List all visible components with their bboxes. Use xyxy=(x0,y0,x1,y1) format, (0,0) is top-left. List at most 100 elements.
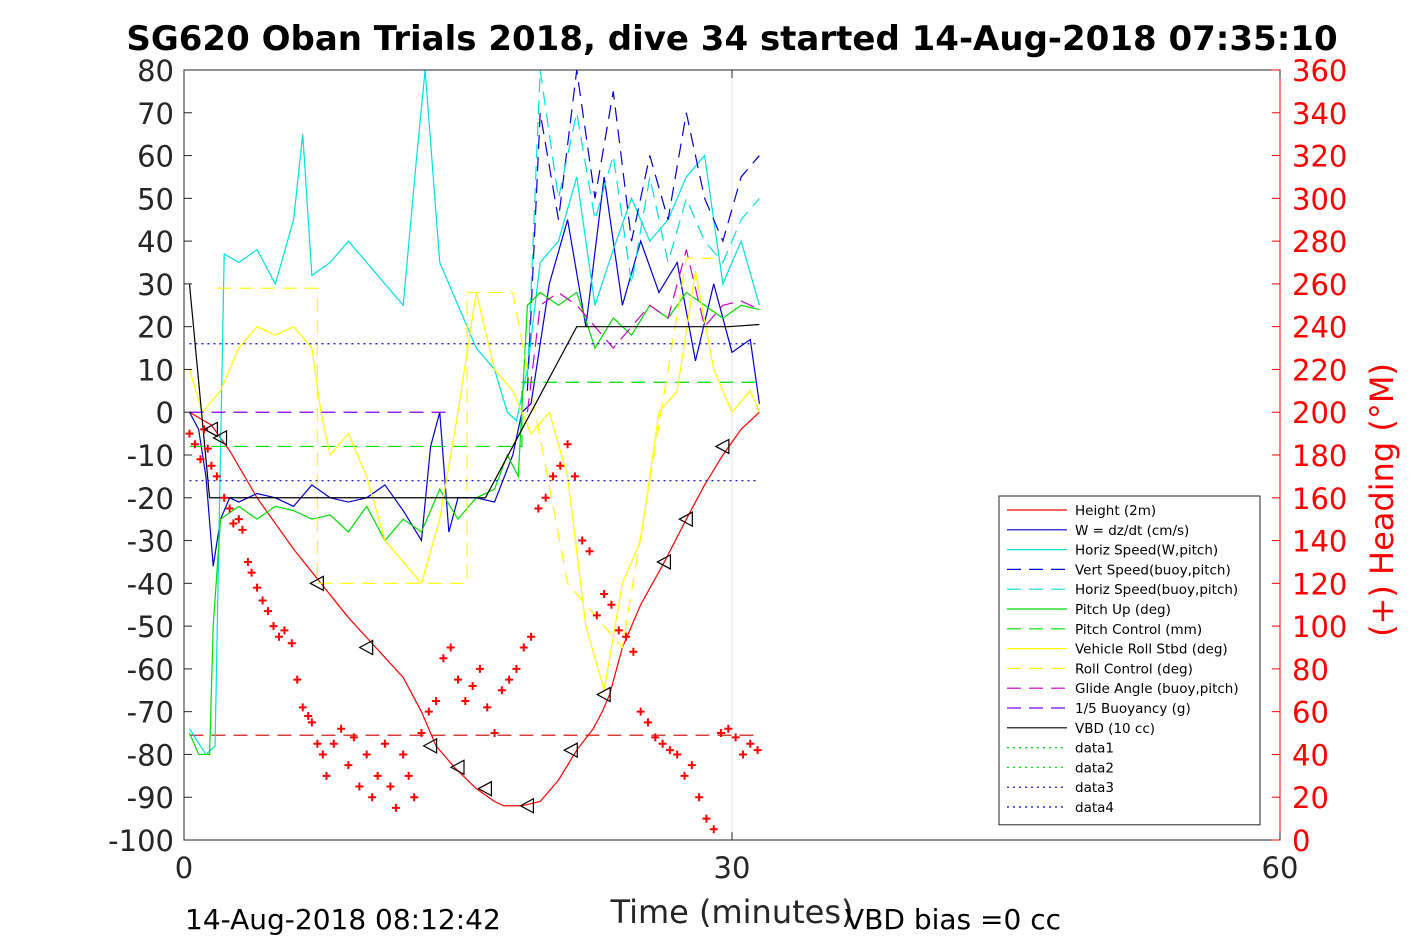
y2-tick-label: 240 xyxy=(1292,311,1347,345)
x-tick-label: 30 xyxy=(714,851,751,885)
heading-point xyxy=(505,675,514,684)
dive-marker xyxy=(212,429,228,446)
heading-point xyxy=(512,664,521,673)
legend-label-roll-control-deg: Roll Control (deg) xyxy=(1075,661,1193,677)
legend-label-data2: data2 xyxy=(1075,760,1114,776)
dive-marker xyxy=(203,421,218,438)
heading-point xyxy=(534,504,543,513)
y-tick-label: 10 xyxy=(137,353,174,387)
dive-marker xyxy=(422,737,438,754)
y-tick-label: -100 xyxy=(108,824,174,858)
heading-point xyxy=(280,626,289,635)
heading-point xyxy=(607,600,616,609)
heading-point xyxy=(307,718,316,727)
heading-point xyxy=(468,682,477,690)
heading-point xyxy=(709,825,718,834)
y2-tick-label: 160 xyxy=(1292,482,1347,516)
chart-title: SG620 Oban Trials 2018, dive 34 started … xyxy=(126,19,1337,59)
heading-point xyxy=(368,793,377,802)
heading-point xyxy=(304,711,313,720)
heading-point xyxy=(318,750,327,759)
heading-point xyxy=(373,771,382,780)
heading-point xyxy=(362,750,371,759)
heading-point xyxy=(287,639,296,648)
legend-label-1-5-buoyancy-g: 1/5 Buoyancy (g) xyxy=(1075,701,1191,717)
series-horiz-speed-w-pitch xyxy=(188,70,760,756)
heading-point xyxy=(614,626,623,635)
y2-tick-label: 80 xyxy=(1292,653,1329,687)
dive-marker xyxy=(678,511,693,528)
heading-point xyxy=(253,583,262,592)
heading-point xyxy=(702,814,711,823)
y-tick-label: -40 xyxy=(127,567,174,601)
heading-point xyxy=(446,643,455,652)
heading-point xyxy=(461,696,470,705)
y-tick-label: -30 xyxy=(127,525,174,559)
y-tick-label: 70 xyxy=(137,97,174,131)
heading-point xyxy=(658,739,667,748)
heading-point xyxy=(225,504,234,513)
series-pitch-control-mm xyxy=(189,381,760,448)
y2-tick-label: 40 xyxy=(1292,738,1329,772)
heading-point xyxy=(410,793,419,802)
y2-tick-label: 360 xyxy=(1292,54,1347,88)
heading-point xyxy=(578,536,587,545)
heading-point xyxy=(185,429,194,438)
y2-tick-label: 320 xyxy=(1292,140,1347,174)
heading-point xyxy=(731,733,740,742)
legend-label-pitch-up-deg: Pitch Up (deg) xyxy=(1075,602,1171,618)
heading-point xyxy=(417,729,426,738)
heading-point xyxy=(391,803,400,812)
legend-label-data1: data1 xyxy=(1075,741,1114,757)
y-tick-label: -50 xyxy=(127,610,174,644)
right-axis-label: (+) Heading (°M) xyxy=(1363,363,1401,637)
y-tick-label: 0 xyxy=(156,396,174,430)
heading-point xyxy=(196,455,205,464)
heading-point xyxy=(355,782,364,791)
footer-timestamp: 14-Aug-2018 08:12:42 xyxy=(185,903,501,936)
heading-point xyxy=(483,703,492,712)
heading-point xyxy=(629,647,638,656)
series-height-2m xyxy=(189,411,760,807)
heading-point xyxy=(313,739,322,748)
y2-tick-label: 60 xyxy=(1292,696,1329,730)
legend-label-horiz-speed-w-pitch: Horiz Speed(W,pitch) xyxy=(1075,543,1218,559)
legend-label-vehicle-roll-stbd-deg: Vehicle Roll Stbd (deg) xyxy=(1075,642,1228,658)
heading-point xyxy=(404,771,413,780)
heading-point xyxy=(527,632,536,641)
marker-layer xyxy=(185,421,762,834)
heading-point xyxy=(274,632,283,641)
y2-tick-label: 340 xyxy=(1292,97,1347,131)
y-tick-label: 50 xyxy=(137,182,174,216)
y2-tick-label: 140 xyxy=(1292,525,1347,559)
heading-point xyxy=(592,611,601,620)
series-horiz-speed-buoy-pitch xyxy=(526,70,760,379)
series-roll-control-deg xyxy=(216,257,714,649)
heading-point xyxy=(322,771,331,780)
y2-tick-label: 260 xyxy=(1292,268,1347,302)
dive-marker xyxy=(449,759,465,776)
heading-point xyxy=(585,547,594,556)
series-vbd-10-cc xyxy=(188,283,760,499)
dive-marker xyxy=(595,686,611,703)
heading-point xyxy=(238,525,247,534)
heading-point xyxy=(541,493,550,502)
footer-vbd-bias: VBD bias =0 cc xyxy=(845,903,1061,936)
heading-point xyxy=(475,664,484,673)
heading-point xyxy=(665,746,674,755)
y2-tick-label: 280 xyxy=(1292,225,1347,259)
heading-point xyxy=(439,654,448,663)
y2-tick-label: 0 xyxy=(1292,824,1310,858)
y-tick-label: 20 xyxy=(137,311,174,345)
heading-point xyxy=(269,622,278,631)
heading-point xyxy=(643,718,652,727)
y2-tick-label: 120 xyxy=(1292,567,1347,601)
heading-point xyxy=(243,557,252,566)
heading-point xyxy=(344,761,353,770)
heading-point xyxy=(203,444,212,453)
axes: 80706050403020100-10-20-30-40-50-60-70-8… xyxy=(108,54,1347,885)
dive-marker xyxy=(358,639,374,656)
heading-point xyxy=(380,739,389,748)
heading-point xyxy=(337,724,346,733)
